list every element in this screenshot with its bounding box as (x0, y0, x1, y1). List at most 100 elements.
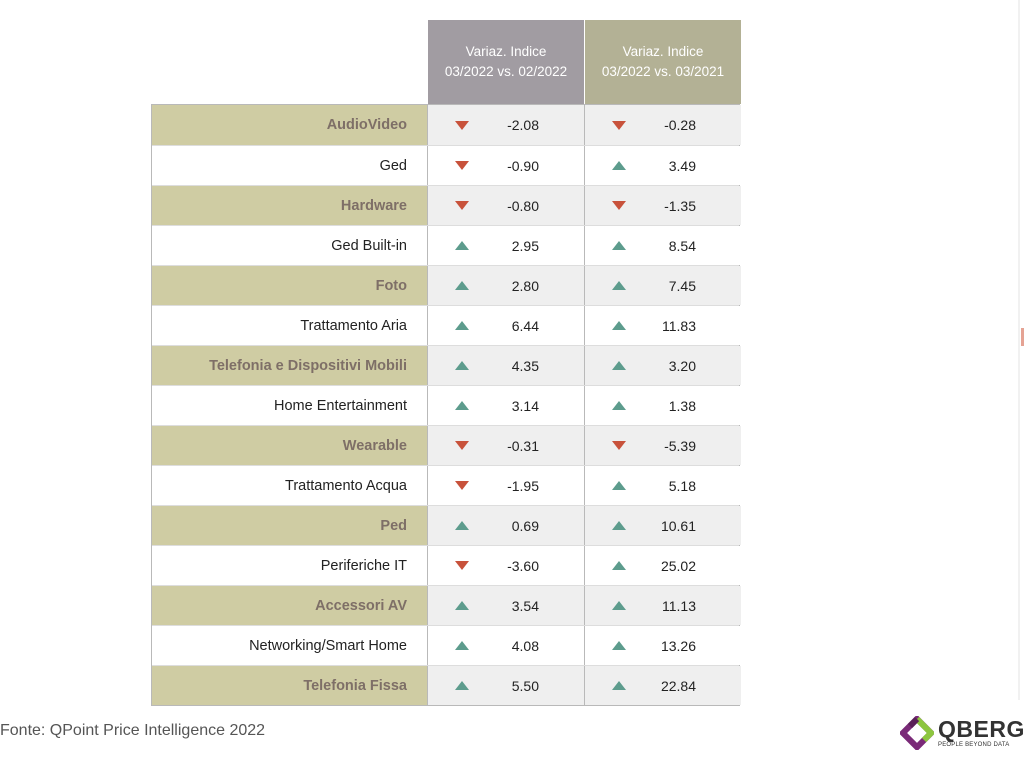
index-change-value: 4.35 (511, 357, 539, 374)
index-change-value: -1.95 (507, 477, 539, 494)
category-label: Foto (152, 266, 428, 305)
month-change-cell: 0.69 (428, 506, 585, 545)
index-change-value: 3.20 (668, 357, 696, 374)
table-row: Ged -0.90 3.49 (152, 145, 741, 185)
index-change-value: 6.44 (511, 317, 539, 334)
column-header-month-change: Variaz. Indice 03/2022 vs. 02/2022 (428, 20, 584, 104)
index-change-value: -1.35 (664, 197, 696, 214)
index-change-value: 5.50 (511, 677, 539, 694)
table-row: AudioVideo -2.08 -0.28 (152, 105, 741, 145)
index-change-value: -2.08 (507, 117, 539, 133)
column-header-year-change: Variaz. Indice 03/2022 vs. 03/2021 (585, 20, 741, 104)
index-change-value: 13.26 (660, 637, 696, 654)
arrow-up-icon (612, 161, 626, 170)
year-change-cell: 11.83 (585, 306, 741, 345)
arrow-up-icon (612, 401, 626, 410)
year-change-cell: 3.20 (585, 346, 741, 385)
table-row: Telefonia Fissa 5.50 22.84 (152, 665, 741, 705)
category-label: Wearable (152, 426, 428, 465)
arrow-up-icon (455, 521, 469, 530)
year-change-cell: 1.38 (585, 386, 741, 425)
arrow-down-icon (455, 201, 469, 210)
month-change-cell: -2.08 (428, 105, 585, 145)
arrow-down-icon (455, 561, 469, 570)
category-label: Networking/Smart Home (152, 626, 428, 665)
year-change-cell: -1.35 (585, 186, 741, 225)
index-change-value: 5.18 (668, 477, 696, 494)
category-label: Periferiche IT (152, 546, 428, 585)
qberg-logo-icon (900, 716, 934, 750)
logo-tagline: PEOPLE BEYOND DATA (938, 742, 1010, 748)
index-change-value: -0.80 (507, 197, 539, 214)
arrow-down-icon (455, 481, 469, 490)
source-note: Fonte: QPoint Price Intelligence 2022 (0, 722, 266, 739)
arrow-up-icon (455, 681, 469, 690)
index-change-value: 3.14 (511, 397, 539, 414)
category-label: Ged (152, 146, 428, 185)
right-edge-fragment (1021, 328, 1024, 346)
arrow-up-icon (612, 361, 626, 370)
arrow-up-icon (455, 361, 469, 370)
category-label: Telefonia e Dispositivi Mobili (152, 346, 428, 385)
year-change-cell: -5.39 (585, 426, 741, 465)
year-change-cell: 22.84 (585, 666, 741, 705)
month-change-cell: 2.95 (428, 226, 585, 265)
year-change-cell: 25.02 (585, 546, 741, 585)
arrow-up-icon (455, 321, 469, 330)
table-row: Hardware -0.80 -1.35 (152, 185, 741, 225)
index-change-value: 10.61 (660, 517, 696, 534)
arrow-up-icon (455, 281, 469, 290)
index-change-value: -3.60 (507, 557, 539, 574)
table-row: Ged Built-in 2.95 8.54 (152, 225, 741, 265)
index-change-value: 2.95 (511, 237, 539, 254)
index-change-value: -5.39 (664, 437, 696, 454)
arrow-down-icon (612, 120, 626, 130)
table-row: Trattamento Aria 6.44 11.83 (152, 305, 741, 345)
category-label: Home Entertainment (152, 386, 428, 425)
year-change-cell: 11.13 (585, 586, 741, 625)
month-change-cell: 2.80 (428, 266, 585, 305)
month-change-cell: 6.44 (428, 306, 585, 345)
category-label: Trattamento Aria (152, 306, 428, 345)
arrow-up-icon (612, 481, 626, 490)
index-change-value: 7.45 (668, 277, 696, 294)
table-row: Wearable -0.31 -5.39 (152, 425, 741, 465)
year-change-cell: 7.45 (585, 266, 741, 305)
year-change-cell: 10.61 (585, 506, 741, 545)
arrow-down-icon (612, 441, 626, 450)
category-label: AudioVideo (152, 105, 428, 145)
table-row: Ped 0.69 10.61 (152, 505, 741, 545)
index-change-value: -0.28 (664, 117, 696, 133)
arrow-up-icon (612, 241, 626, 250)
year-change-cell: -0.28 (585, 105, 741, 145)
month-change-cell: -3.60 (428, 546, 585, 585)
month-change-cell: 3.54 (428, 586, 585, 625)
month-change-cell: 3.14 (428, 386, 585, 425)
category-label: Telefonia Fissa (152, 666, 428, 705)
index-change-value: 25.02 (660, 557, 696, 574)
index-change-value: 8.54 (668, 237, 696, 254)
arrow-up-icon (612, 681, 626, 690)
index-change-value: 1.38 (668, 397, 696, 414)
logo-name: QBERG (938, 716, 1024, 742)
right-edge-divider (1018, 0, 1020, 700)
column-header-period: 03/2022 vs. 03/2021 (601, 64, 725, 79)
category-label: Accessori AV (152, 586, 428, 625)
table-row: Telefonia e Dispositivi Mobili 4.35 3.20 (152, 345, 741, 385)
month-change-cell: -1.95 (428, 466, 585, 505)
index-change-value: 2.80 (511, 277, 539, 294)
arrow-up-icon (612, 321, 626, 330)
index-change-value: 3.54 (511, 597, 539, 614)
category-label: Hardware (152, 186, 428, 225)
table-row: Foto 2.80 7.45 (152, 265, 741, 305)
category-label: Ged Built-in (152, 226, 428, 265)
year-change-cell: 3.49 (585, 146, 741, 185)
arrow-up-icon (455, 401, 469, 410)
index-change-value: 11.13 (662, 597, 696, 614)
qberg-logo: QBERG PEOPLE BEYOND DATA (900, 713, 1024, 753)
arrow-up-icon (612, 561, 626, 570)
category-label: Trattamento Acqua (152, 466, 428, 505)
index-change-value: 22.84 (660, 677, 696, 694)
index-change-value: -0.31 (507, 437, 539, 454)
index-change-value: 11.83 (662, 317, 696, 334)
